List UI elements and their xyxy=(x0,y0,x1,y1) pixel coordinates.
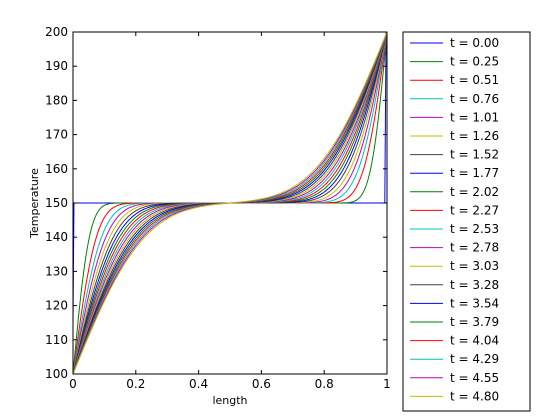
y-tick-label: 200 xyxy=(45,25,68,39)
x-tick-label: 1 xyxy=(383,377,391,391)
legend-entry: t = 3.03 xyxy=(450,259,499,273)
y-tick-label: 160 xyxy=(45,162,68,176)
y-tick-label: 190 xyxy=(45,59,68,73)
y-tick-label: 150 xyxy=(45,196,68,210)
legend-entry: t = 4.29 xyxy=(450,352,499,366)
series-line-19 xyxy=(73,32,387,374)
legend-entry: t = 2.78 xyxy=(450,241,499,255)
x-axis-ticks: 0 0.2 0.4 0.6 0.8 1 xyxy=(69,32,391,391)
x-tick-label: 0 xyxy=(69,377,77,391)
legend-entry: t = 1.77 xyxy=(450,166,499,180)
x-tick-label: 0.6 xyxy=(252,377,271,391)
legend-entry: t = 3.79 xyxy=(450,315,499,329)
legend-entry: t = 0.25 xyxy=(450,55,499,69)
legend-entry: t = 4.80 xyxy=(450,389,499,403)
y-tick-label: 180 xyxy=(45,93,68,107)
y-tick-label: 140 xyxy=(45,230,68,244)
y-tick-label: 120 xyxy=(45,299,68,313)
x-tick-label: 0.4 xyxy=(189,377,208,391)
legend-entry: t = 2.02 xyxy=(450,185,499,199)
legend-entry: t = 4.04 xyxy=(450,334,499,348)
x-axis-label: length xyxy=(212,394,247,407)
legend-entry: t = 1.52 xyxy=(450,148,499,162)
legend-entry: t = 3.54 xyxy=(450,296,499,310)
series-layer xyxy=(73,32,387,374)
legend-entry: t = 0.76 xyxy=(450,92,499,106)
legend-entry: t = 0.51 xyxy=(450,73,499,87)
legend: t = 0.00 t = 0.25 t = 0.51 t = 0.76 t = 1.01… xyxy=(402,31,531,412)
x-tick-label: 0.2 xyxy=(126,377,145,391)
legend-entry: t = 3.28 xyxy=(450,278,499,292)
legend-entry: t = 2.27 xyxy=(450,203,499,217)
y-axis-ticks: 100 110 120 130 140 150 160 170 180 190 200 xyxy=(45,25,387,381)
legend-entry: t = 1.01 xyxy=(450,110,499,124)
x-tick-label: 0.8 xyxy=(315,377,334,391)
y-tick-label: 110 xyxy=(45,333,68,347)
legend-entry: t = 1.26 xyxy=(450,129,499,143)
legend-entry: t = 0.00 xyxy=(450,36,499,50)
y-tick-label: 170 xyxy=(45,128,68,142)
y-tick-label: 130 xyxy=(45,264,68,278)
legend-box xyxy=(402,31,531,412)
y-axis-label: Temperature xyxy=(28,168,41,239)
y-tick-label: 100 xyxy=(45,367,68,381)
legend-entry: t = 4.55 xyxy=(450,371,499,385)
legend-entry: t = 2.53 xyxy=(450,222,499,236)
